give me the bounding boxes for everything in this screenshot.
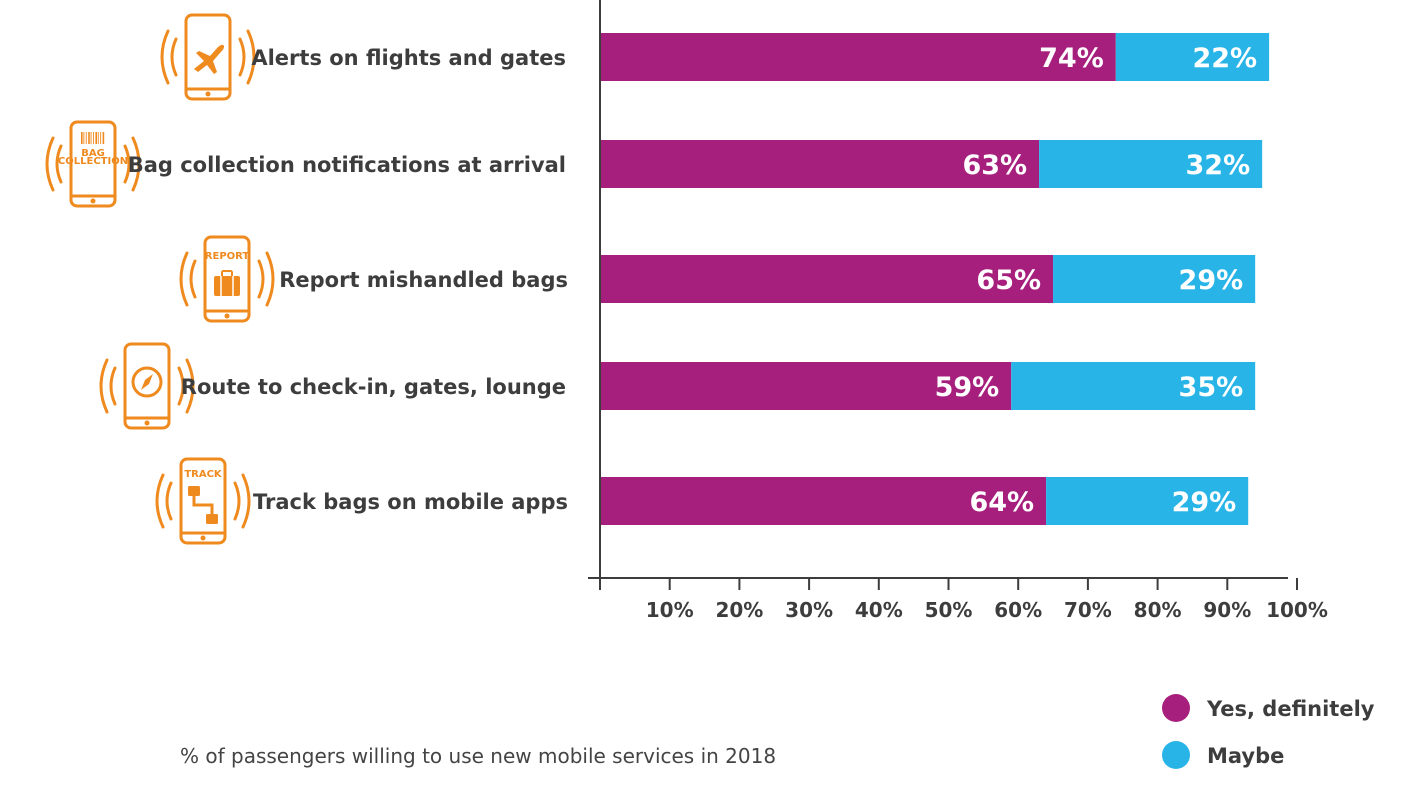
bar-maybe-track: [1046, 477, 1249, 525]
x-tick-label-60: 60%: [994, 598, 1042, 622]
category-label-alerts: Alerts on flights and gates: [251, 46, 566, 70]
legend: Yes, definitely Maybe: [1162, 694, 1375, 769]
legend-swatch-maybe: [1162, 741, 1190, 769]
bar-maybe-report: [1053, 255, 1256, 303]
axes: 10% 20% 30% 40% 50% 60% 70% 80% 90% 100%: [588, 0, 1328, 622]
bars: 74% 22% 63% 32% 65% 29% 59% 35% 64% 29%: [600, 33, 1270, 525]
svg-text:COLLECTION: COLLECTION: [58, 156, 128, 167]
category-label-bag-collection: Bag collection notifications at arrival: [128, 153, 566, 177]
bar-maybe-bag-collection: [1039, 140, 1263, 188]
x-tick-label-80: 80%: [1134, 598, 1182, 622]
category-labels: Alerts on flights and gates Bag collectio…: [128, 46, 568, 514]
value-label-maybe-alerts: 22%: [1192, 43, 1257, 74]
value-label-maybe-route: 35%: [1179, 372, 1244, 403]
svg-text:REPORT: REPORT: [205, 251, 250, 262]
bar-yes-alerts: [600, 33, 1116, 81]
x-tick-label-100: 100%: [1266, 598, 1328, 622]
track-bag-phone-icon: TRACK: [155, 457, 251, 545]
value-label-yes-bag-collection: 63%: [962, 150, 1027, 181]
value-label-yes-alerts: 74%: [1039, 43, 1104, 74]
value-label-maybe-report: 29%: [1179, 265, 1244, 296]
x-tick-label-20: 20%: [715, 598, 763, 622]
bar-maybe-alerts: [1115, 33, 1270, 81]
x-tick-label-30: 30%: [785, 598, 833, 622]
x-tick-label-50: 50%: [925, 598, 973, 622]
legend-label-maybe: Maybe: [1207, 744, 1284, 768]
value-label-yes-route: 59%: [935, 372, 1000, 403]
bar-yes-report: [600, 255, 1054, 303]
airplane-phone-icon: [160, 13, 256, 101]
bar-yes-bag-collection: [600, 140, 1040, 188]
svg-text:TRACK: TRACK: [184, 469, 223, 480]
value-label-yes-track: 64%: [969, 487, 1034, 518]
legend-label-yes-definitely: Yes, definitely: [1206, 697, 1375, 721]
x-tick-label-90: 90%: [1203, 598, 1251, 622]
bar-yes-route: [600, 362, 1012, 410]
legend-swatch-yes-definitely: [1162, 694, 1190, 722]
report-bag-phone-icon: REPORT: [179, 235, 275, 323]
x-tick-label-70: 70%: [1064, 598, 1112, 622]
bar-yes-track: [600, 477, 1047, 525]
chart-caption: % of passengers willing to use new mobil…: [180, 744, 776, 768]
category-label-track: Track bags on mobile apps: [253, 490, 568, 514]
value-label-maybe-track: 29%: [1172, 487, 1237, 518]
category-label-route: Route to check-in, gates, lounge: [181, 375, 566, 399]
category-label-report: Report mishandled bags: [279, 268, 568, 292]
x-tick-label-40: 40%: [855, 598, 903, 622]
x-tick-label-10: 10%: [646, 598, 694, 622]
value-label-yes-report: 65%: [976, 265, 1041, 296]
bar-maybe-route: [1011, 362, 1256, 410]
svg-text:BAG: BAG: [81, 148, 105, 159]
compass-phone-icon: [99, 342, 195, 430]
value-label-maybe-bag-collection: 32%: [1186, 150, 1251, 181]
